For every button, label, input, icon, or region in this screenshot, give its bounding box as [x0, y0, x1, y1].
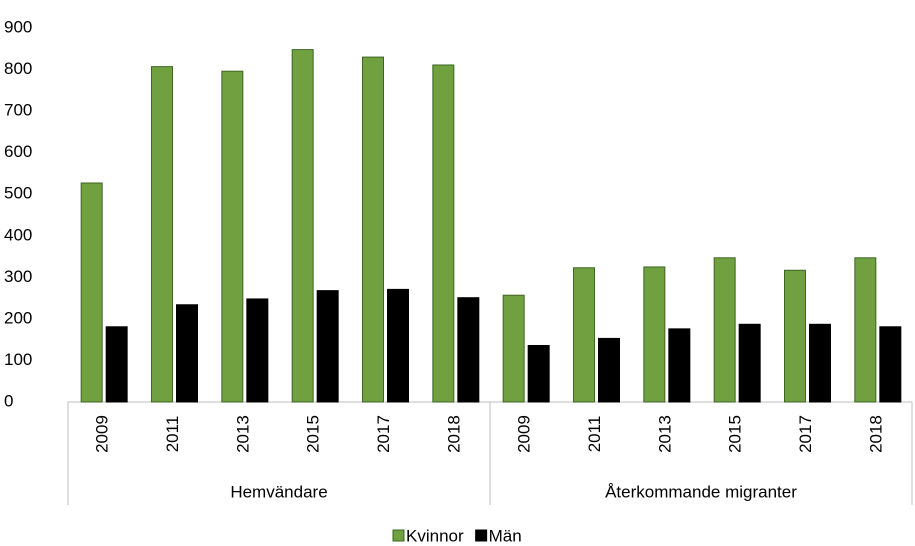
x-tick-label: 2018 [866, 415, 885, 453]
x-tick-label: 2009 [93, 415, 112, 453]
bar [151, 66, 173, 403]
bar [643, 266, 666, 403]
bar [502, 294, 525, 403]
x-tick-label: 2017 [374, 415, 393, 453]
bar [668, 328, 691, 403]
bar [291, 49, 314, 403]
bar [573, 267, 595, 403]
bar [879, 326, 902, 403]
x-tick-label: 2017 [796, 415, 815, 453]
bar [105, 326, 128, 403]
y-tick-label: 600 [4, 142, 32, 161]
x-tick-label: 2011 [163, 416, 182, 453]
y-tick-label: 900 [4, 17, 32, 36]
y-tick-label: 700 [4, 101, 32, 120]
y-tick-label: 300 [4, 267, 32, 286]
bar [176, 304, 198, 403]
x-tick-label: 2018 [444, 415, 463, 453]
bar [809, 323, 831, 403]
legend-label: Män [489, 526, 522, 545]
bar [362, 56, 384, 403]
bar [387, 288, 409, 403]
x-tick-label: 2015 [304, 415, 323, 453]
x-tick-label: 2009 [515, 415, 534, 453]
y-tick-label: 500 [4, 184, 32, 203]
y-tick-label: 400 [4, 225, 32, 244]
legend-swatch [475, 529, 488, 542]
bar [854, 257, 877, 403]
bar [713, 257, 736, 403]
legend-label: Kvinnor [406, 526, 464, 545]
y-tick-label: 0 [4, 391, 13, 410]
bar [598, 337, 620, 403]
bar [246, 298, 269, 403]
legend-swatch [392, 529, 405, 542]
y-tick-label: 800 [4, 59, 32, 78]
bar [527, 344, 550, 403]
bar [432, 64, 455, 403]
group-label: Hemvändare [230, 482, 327, 501]
group-label: Återkommande migranter [605, 482, 797, 501]
y-tick-label: 100 [4, 350, 32, 369]
x-tick-label: 2013 [655, 415, 674, 453]
bar [457, 297, 480, 403]
bar [784, 269, 806, 403]
y-tick-label: 200 [4, 308, 32, 327]
bar [80, 182, 103, 403]
bar [316, 290, 339, 403]
x-tick-label: 2011 [585, 416, 604, 453]
bar [221, 70, 244, 403]
x-tick-label: 2015 [726, 415, 745, 453]
bar [738, 323, 761, 403]
x-tick-label: 2013 [233, 415, 252, 453]
